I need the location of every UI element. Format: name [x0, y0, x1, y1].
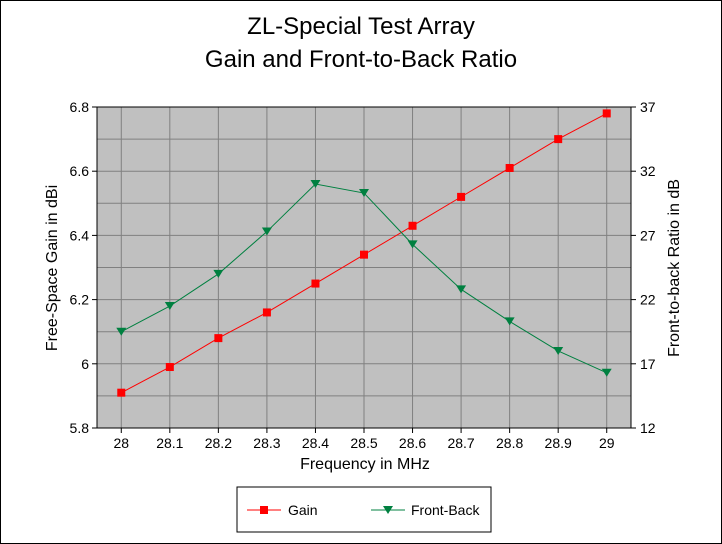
data-point-front-back	[553, 346, 564, 355]
data-point-front-back	[504, 317, 515, 326]
x-tick-label: 28.3	[253, 435, 280, 451]
data-point-gain	[408, 221, 417, 230]
data-point-gain	[360, 250, 368, 259]
x-tick-label: 29	[599, 435, 615, 451]
y-right-axis-ticks: 12 17 22 27 32 37	[631, 99, 656, 436]
legend-front-back-label: Front-Back	[411, 502, 480, 518]
data-point-front-back	[407, 240, 418, 249]
y-right-tick-label: 27	[640, 227, 656, 243]
x-tick-label: 28.8	[496, 435, 523, 451]
data-point-front-back	[310, 180, 321, 189]
y-left-axis-title: Free-Space Gain in dBi	[44, 185, 61, 351]
y-right-tick-label: 32	[640, 163, 656, 179]
x-tick-label: 28.5	[350, 435, 377, 451]
y-right-tick-label: 12	[640, 420, 656, 436]
data-point-front-back	[601, 368, 612, 377]
data-point-gain	[214, 334, 223, 343]
x-tick-label: 28.1	[156, 435, 183, 451]
data-point-front-back	[213, 269, 224, 278]
x-tick-label: 28.6	[399, 435, 426, 451]
chart-title-line-1: ZL-Special Test Array	[247, 13, 475, 40]
y-left-axis-ticks: 5.8 6 6.2 6.4 6.6 6.8	[70, 99, 97, 436]
y-right-axis-title: Front-to-back Ratio in dB	[666, 179, 683, 357]
y-right-tick-label: 22	[640, 292, 656, 308]
x-tick-label: 28.2	[205, 435, 232, 451]
series-front-back	[116, 180, 612, 377]
y-left-tick-label: 6.6	[70, 163, 90, 179]
data-point-gain	[165, 363, 174, 372]
y-left-tick-label: 5.8	[70, 420, 90, 436]
y-left-tick-label: 6.4	[70, 227, 90, 243]
data-point-gain	[554, 135, 563, 144]
legend: Gain Front-Back	[236, 486, 492, 533]
x-tick-label: 28.7	[447, 435, 474, 451]
data-point-gain	[117, 388, 126, 397]
data-point-front-back	[116, 327, 127, 336]
data-point-gain	[457, 192, 466, 201]
data-point-front-back	[456, 285, 467, 294]
chart-title-line-2: Gain and Front-to-Back Ratio	[205, 46, 517, 73]
data-point-gain	[262, 308, 271, 317]
x-tick-label: 28	[113, 435, 129, 451]
data-point-front-back	[359, 189, 369, 198]
data-point-gain	[602, 109, 611, 118]
data-point-gain	[505, 163, 514, 172]
legend-gain-marker	[260, 506, 268, 514]
data-point-front-back	[261, 227, 272, 236]
series-gain	[117, 109, 611, 397]
x-tick-label: 28.9	[545, 435, 572, 451]
x-tick-label: 28.4	[302, 435, 329, 451]
data-point-gain	[311, 279, 320, 288]
y-left-tick-label: 6.8	[70, 99, 90, 115]
y-left-tick-label: 6.2	[70, 292, 90, 308]
legend-front-back-marker	[383, 506, 393, 514]
y-left-tick-label: 6	[81, 356, 89, 372]
x-axis-title: Frequency in MHz	[300, 456, 430, 473]
data-point-front-back	[164, 302, 175, 311]
y-right-tick-label: 17	[640, 356, 656, 372]
series-layer	[116, 109, 612, 397]
legend-gain-label: Gain	[288, 502, 318, 518]
x-axis-ticks: 28 28.1 28.2 28.3 28.4 28.5 28.6 28.7 28.8 28.9 29	[113, 428, 615, 451]
y-right-tick-label: 37	[640, 99, 656, 115]
